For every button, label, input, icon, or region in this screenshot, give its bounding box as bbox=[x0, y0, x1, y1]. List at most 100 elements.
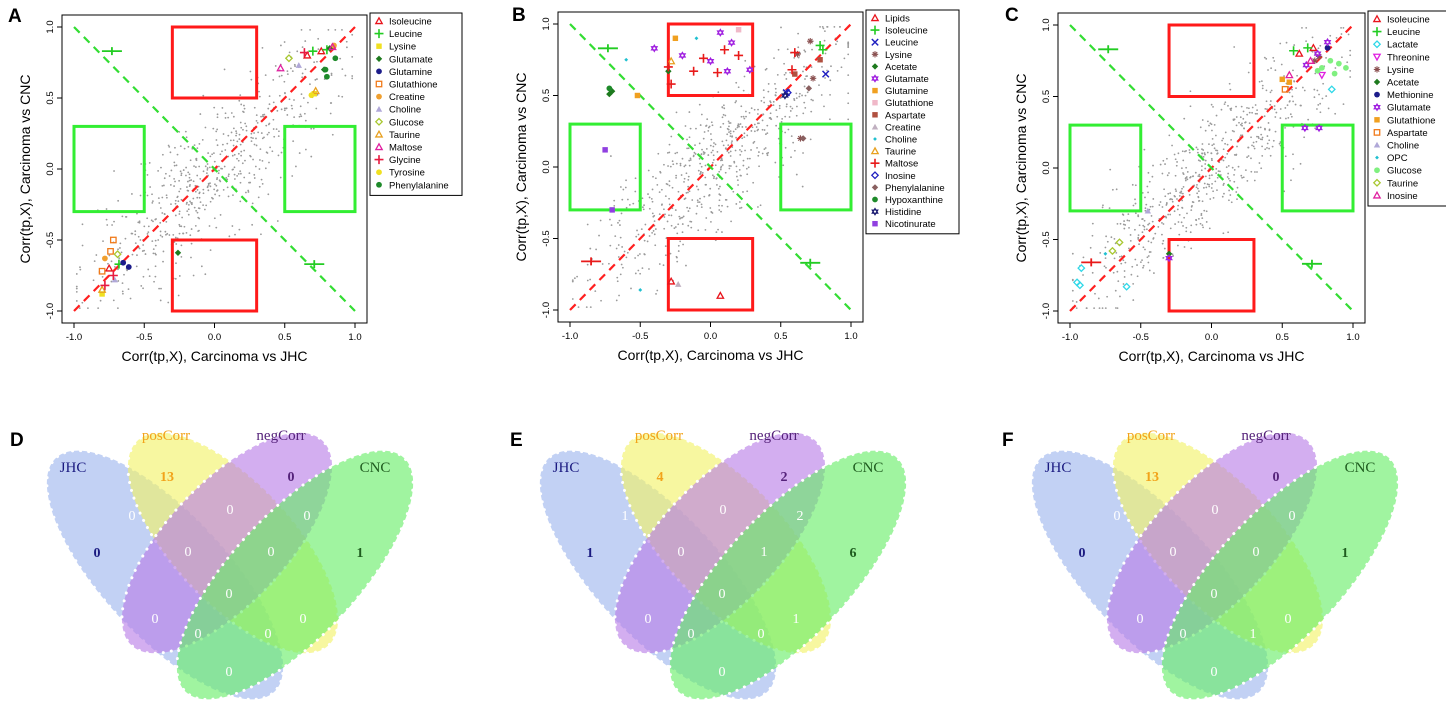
background-point bbox=[703, 195, 706, 198]
legend-marker bbox=[1373, 141, 1381, 148]
venn-count-all: 0 bbox=[719, 587, 726, 602]
background-point bbox=[1210, 103, 1213, 106]
legend-marker bbox=[375, 80, 383, 88]
background-point bbox=[1261, 136, 1264, 139]
legend-marker bbox=[1375, 155, 1379, 160]
background-point bbox=[1226, 152, 1229, 155]
negative-diagonal bbox=[73, 26, 356, 312]
background-point bbox=[663, 216, 666, 218]
background-point bbox=[1164, 195, 1167, 198]
background-point bbox=[1256, 109, 1258, 112]
background-point bbox=[139, 239, 142, 241]
data-point bbox=[783, 88, 792, 97]
background-point bbox=[1173, 210, 1176, 213]
background-point bbox=[165, 194, 168, 197]
background-point bbox=[1266, 135, 1269, 137]
background-point bbox=[793, 57, 796, 59]
background-point bbox=[737, 86, 740, 89]
background-point bbox=[651, 200, 654, 203]
background-point bbox=[726, 127, 729, 130]
background-point bbox=[277, 154, 280, 157]
background-point bbox=[116, 307, 119, 310]
data-point bbox=[745, 65, 754, 72]
background-point bbox=[1269, 100, 1272, 102]
background-point bbox=[142, 244, 145, 246]
background-point bbox=[179, 145, 182, 148]
background-point bbox=[713, 175, 716, 178]
background-point bbox=[1316, 108, 1318, 110]
background-point bbox=[780, 120, 783, 123]
background-point bbox=[778, 107, 781, 110]
venn-count-poscorr: 13 bbox=[1145, 470, 1159, 485]
data-point bbox=[308, 92, 315, 99]
background-point bbox=[742, 159, 745, 162]
background-point bbox=[259, 148, 262, 151]
background-point bbox=[1231, 166, 1234, 169]
background-point bbox=[327, 28, 330, 31]
background-point bbox=[192, 180, 195, 183]
background-point bbox=[1123, 220, 1126, 222]
background-point bbox=[737, 184, 739, 186]
background-point bbox=[219, 214, 222, 216]
background-point bbox=[829, 93, 831, 96]
background-point bbox=[205, 172, 208, 175]
legend-label: Threonine bbox=[1387, 52, 1430, 63]
background-point bbox=[1219, 174, 1222, 176]
data-point bbox=[1317, 71, 1327, 80]
background-point bbox=[235, 134, 237, 137]
background-point bbox=[1211, 174, 1213, 177]
background-point bbox=[170, 203, 172, 206]
x-tick-label: -1.0 bbox=[66, 332, 82, 343]
background-point bbox=[1142, 266, 1144, 269]
background-point bbox=[344, 74, 347, 77]
background-point bbox=[185, 136, 188, 139]
data-point bbox=[98, 267, 106, 275]
background-point bbox=[138, 221, 141, 224]
background-point bbox=[1251, 111, 1254, 114]
background-point bbox=[1198, 175, 1201, 178]
legend-marker bbox=[374, 16, 384, 25]
background-point bbox=[1233, 153, 1236, 156]
background-point bbox=[710, 121, 713, 124]
background-point bbox=[176, 153, 179, 156]
background-point bbox=[1169, 192, 1172, 195]
venn-count-jhc: 0 bbox=[1079, 546, 1086, 561]
background-point bbox=[750, 107, 753, 110]
background-point bbox=[209, 155, 212, 158]
venn-count-jhc-pos: 1 bbox=[622, 509, 629, 524]
background-point bbox=[329, 112, 332, 115]
negative-diagonal bbox=[1069, 24, 1354, 312]
background-point bbox=[1075, 301, 1078, 303]
background-point bbox=[728, 131, 730, 134]
background-point bbox=[151, 200, 154, 203]
background-point bbox=[743, 136, 746, 138]
background-point bbox=[847, 44, 850, 47]
background-point bbox=[576, 275, 578, 278]
background-point bbox=[165, 233, 167, 236]
background-point bbox=[1250, 170, 1253, 173]
background-point bbox=[670, 224, 673, 227]
background-point bbox=[186, 201, 188, 204]
background-point bbox=[664, 254, 667, 257]
background-point bbox=[1246, 156, 1248, 159]
background-point bbox=[686, 138, 688, 141]
x-tick-label: 0.5 bbox=[1276, 332, 1289, 343]
background-point bbox=[158, 202, 161, 204]
background-point bbox=[1233, 46, 1236, 48]
background-point bbox=[1261, 145, 1264, 148]
venn-count-cnc: 1 bbox=[1342, 546, 1349, 561]
background-point bbox=[252, 137, 254, 140]
background-point bbox=[745, 126, 747, 128]
background-point bbox=[81, 223, 84, 226]
legend-label: Glutathione bbox=[389, 80, 438, 91]
background-point bbox=[1228, 189, 1231, 192]
background-point bbox=[1272, 139, 1275, 142]
background-point bbox=[1240, 174, 1243, 177]
background-point bbox=[1195, 219, 1198, 222]
y-tick-label: 1.0 bbox=[45, 20, 56, 33]
background-point bbox=[708, 193, 711, 196]
background-point bbox=[718, 204, 720, 207]
background-point bbox=[1158, 204, 1161, 206]
legend-label: Maltose bbox=[389, 143, 422, 154]
background-point bbox=[757, 108, 759, 111]
